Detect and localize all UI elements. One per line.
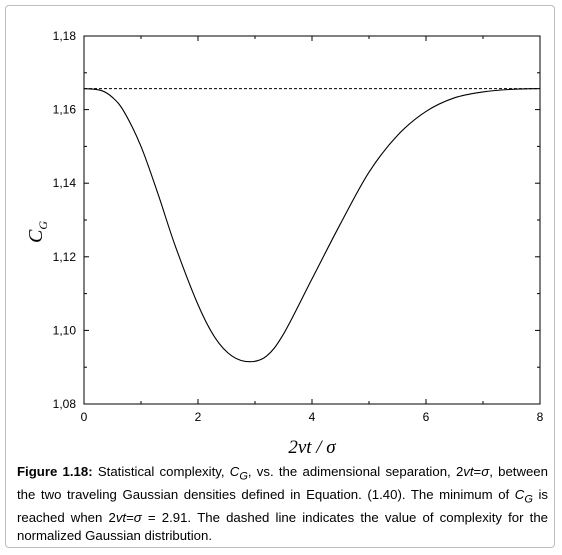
- caption-subscript: G: [524, 493, 533, 506]
- x-tick-label: 2: [195, 410, 202, 424]
- y-tick-label: 1,08: [53, 397, 77, 411]
- axis-tick-labels: 0 2 4 6 8 1,08 1,10 1,12 1,14 1,16 1,18: [53, 29, 544, 424]
- plot-area-border: [83, 35, 541, 405]
- caption-var: σ: [133, 510, 142, 526]
- caption-text: Statistical complexity,: [92, 464, 230, 479]
- y-tick-label: 1,12: [53, 250, 77, 264]
- caption-label: Figure 1.18:: [17, 464, 93, 479]
- caption-text: , vs. the adimensional separation, 2: [247, 464, 464, 479]
- x-tick-label: 4: [309, 410, 316, 424]
- x-tick-label: 0: [81, 410, 88, 424]
- caption-text: is reached when 2: [17, 487, 548, 526]
- y-tick-label: 1,10: [53, 323, 77, 337]
- complexity-curve: [83, 88, 541, 363]
- caption-var: C: [229, 464, 240, 479]
- y-axis-title-main: C: [25, 229, 47, 243]
- x-tick-label: 8: [537, 410, 544, 424]
- caption-text: , between the two traveling Gaussian den…: [17, 464, 548, 503]
- caption-var: σ: [481, 464, 490, 479]
- line-chart: 0 2 4 6 8 1,08 1,10 1,12 1,14 1,16 1,18 2vt / σ CG: [25, 29, 544, 458]
- svg-text:CG: CG: [25, 221, 50, 243]
- y-tick-label: 1,14: [53, 176, 77, 190]
- y-axis-title: CG: [25, 221, 50, 243]
- figure-caption: Figure 1.18: Statistical complexity, CG,…: [17, 463, 548, 544]
- x-axis-title: 2vt / σ: [288, 437, 336, 458]
- caption-var: vt: [115, 510, 127, 526]
- y-tick-label: 1,16: [53, 103, 77, 117]
- caption-var: C: [514, 487, 525, 503]
- y-tick-label: 1,18: [53, 29, 77, 43]
- caption-text: = 2.91. The dashed line indicates the va…: [17, 510, 548, 543]
- caption-text: =: [473, 464, 482, 479]
- caption-subscript: G: [239, 470, 248, 483]
- caption-var: vt: [463, 464, 474, 479]
- x-tick-label: 6: [423, 410, 430, 424]
- y-axis-title-subscript: G: [36, 221, 50, 230]
- caption-text: =: [126, 510, 134, 526]
- axis-ticks: [83, 35, 541, 405]
